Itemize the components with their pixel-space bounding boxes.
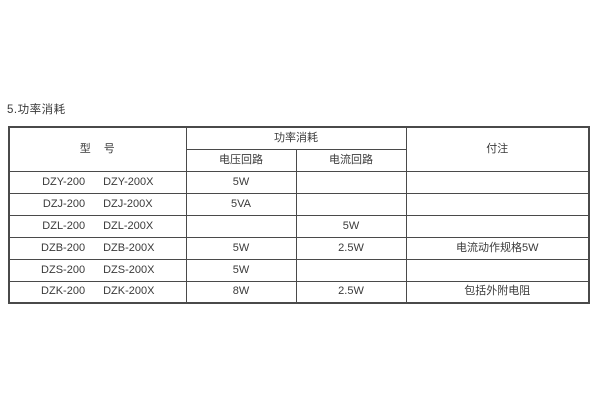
table-header: 型 号 功率消耗 付注 电压回路 电流回路 (8, 126, 590, 172)
current-circuit-value: 2.5W (295, 280, 407, 304)
model-name-a: DZS-200 (41, 263, 86, 276)
voltage-circuit-value: 5W (185, 170, 297, 194)
current-circuit-value (295, 258, 407, 282)
voltage-circuit-value: 5W (185, 258, 297, 282)
note-value (405, 214, 590, 238)
model-name-b: DZS-200X (103, 263, 155, 276)
model-name-a: DZJ-200 (42, 197, 86, 210)
model-name-a: DZB-200 (41, 241, 86, 254)
note-value: 包括外附电阻 (405, 280, 590, 304)
note-value (405, 192, 590, 216)
header-row-2: 电压回路 电流回路 (9, 148, 589, 172)
header-current-circuit: 电流回路 (295, 148, 407, 172)
current-circuit-value: 5W (295, 214, 407, 238)
table-row: DZL-200 DZL-200X 5W (8, 214, 590, 238)
note-value (405, 170, 590, 194)
model-name-b: DZB-200X (103, 241, 155, 254)
table-row: DZY-200 DZY-200X 5W (8, 170, 590, 194)
table-row: DZJ-200 DZJ-200X 5VA (8, 192, 590, 216)
header-row-1: 型 号 功率消耗 付注 (8, 126, 590, 172)
model-name-a: DZY-200 (42, 175, 86, 188)
model-cell: DZJ-200 DZJ-200X (8, 192, 187, 216)
model-name-b: DZJ-200X (103, 197, 153, 210)
model-cell: DZY-200 DZY-200X (8, 170, 187, 194)
voltage-circuit-value: 5W (185, 236, 297, 260)
section-title: 5.功率消耗 (7, 104, 66, 116)
voltage-circuit-value: 8W (185, 280, 297, 304)
model-name-b: DZK-200X (103, 285, 155, 298)
model-name-a: DZL-200 (42, 219, 86, 232)
model-cell: DZL-200 DZL-200X (8, 214, 187, 238)
voltage-circuit-value (185, 214, 297, 238)
current-circuit-value: 2.5W (295, 236, 407, 260)
header-notes: 付注 (405, 126, 590, 172)
voltage-circuit-value: 5VA (185, 192, 297, 216)
header-voltage-circuit: 电压回路 (185, 148, 297, 172)
model-cell: DZK-200 DZK-200X (8, 280, 187, 304)
note-value: 电流动作规格5W (405, 236, 590, 260)
model-cell: DZS-200 DZS-200X (8, 258, 187, 282)
model-name-b: DZL-200X (103, 219, 154, 232)
model-cell: DZB-200 DZB-200X (8, 236, 187, 260)
table-row: DZB-200 DZB-200X 5W 2.5W 电流动作规格5W (8, 236, 590, 260)
note-value (405, 258, 590, 282)
current-circuit-value (295, 192, 407, 216)
model-name-b: DZY-200X (103, 175, 154, 188)
header-power-group: 功率消耗 (185, 126, 407, 150)
table-row: DZS-200 DZS-200X 5W (8, 258, 590, 282)
power-consumption-table: 型 号 功率消耗 付注 电压回路 电流回路 DZY-200 DZY-200X 5W… (8, 126, 590, 304)
current-circuit-value (295, 170, 407, 194)
header-model: 型 号 (8, 126, 187, 172)
model-name-a: DZK-200 (41, 285, 86, 298)
table-row: DZK-200 DZK-200X 8W 2.5W 包括外附电阻 (8, 280, 590, 304)
